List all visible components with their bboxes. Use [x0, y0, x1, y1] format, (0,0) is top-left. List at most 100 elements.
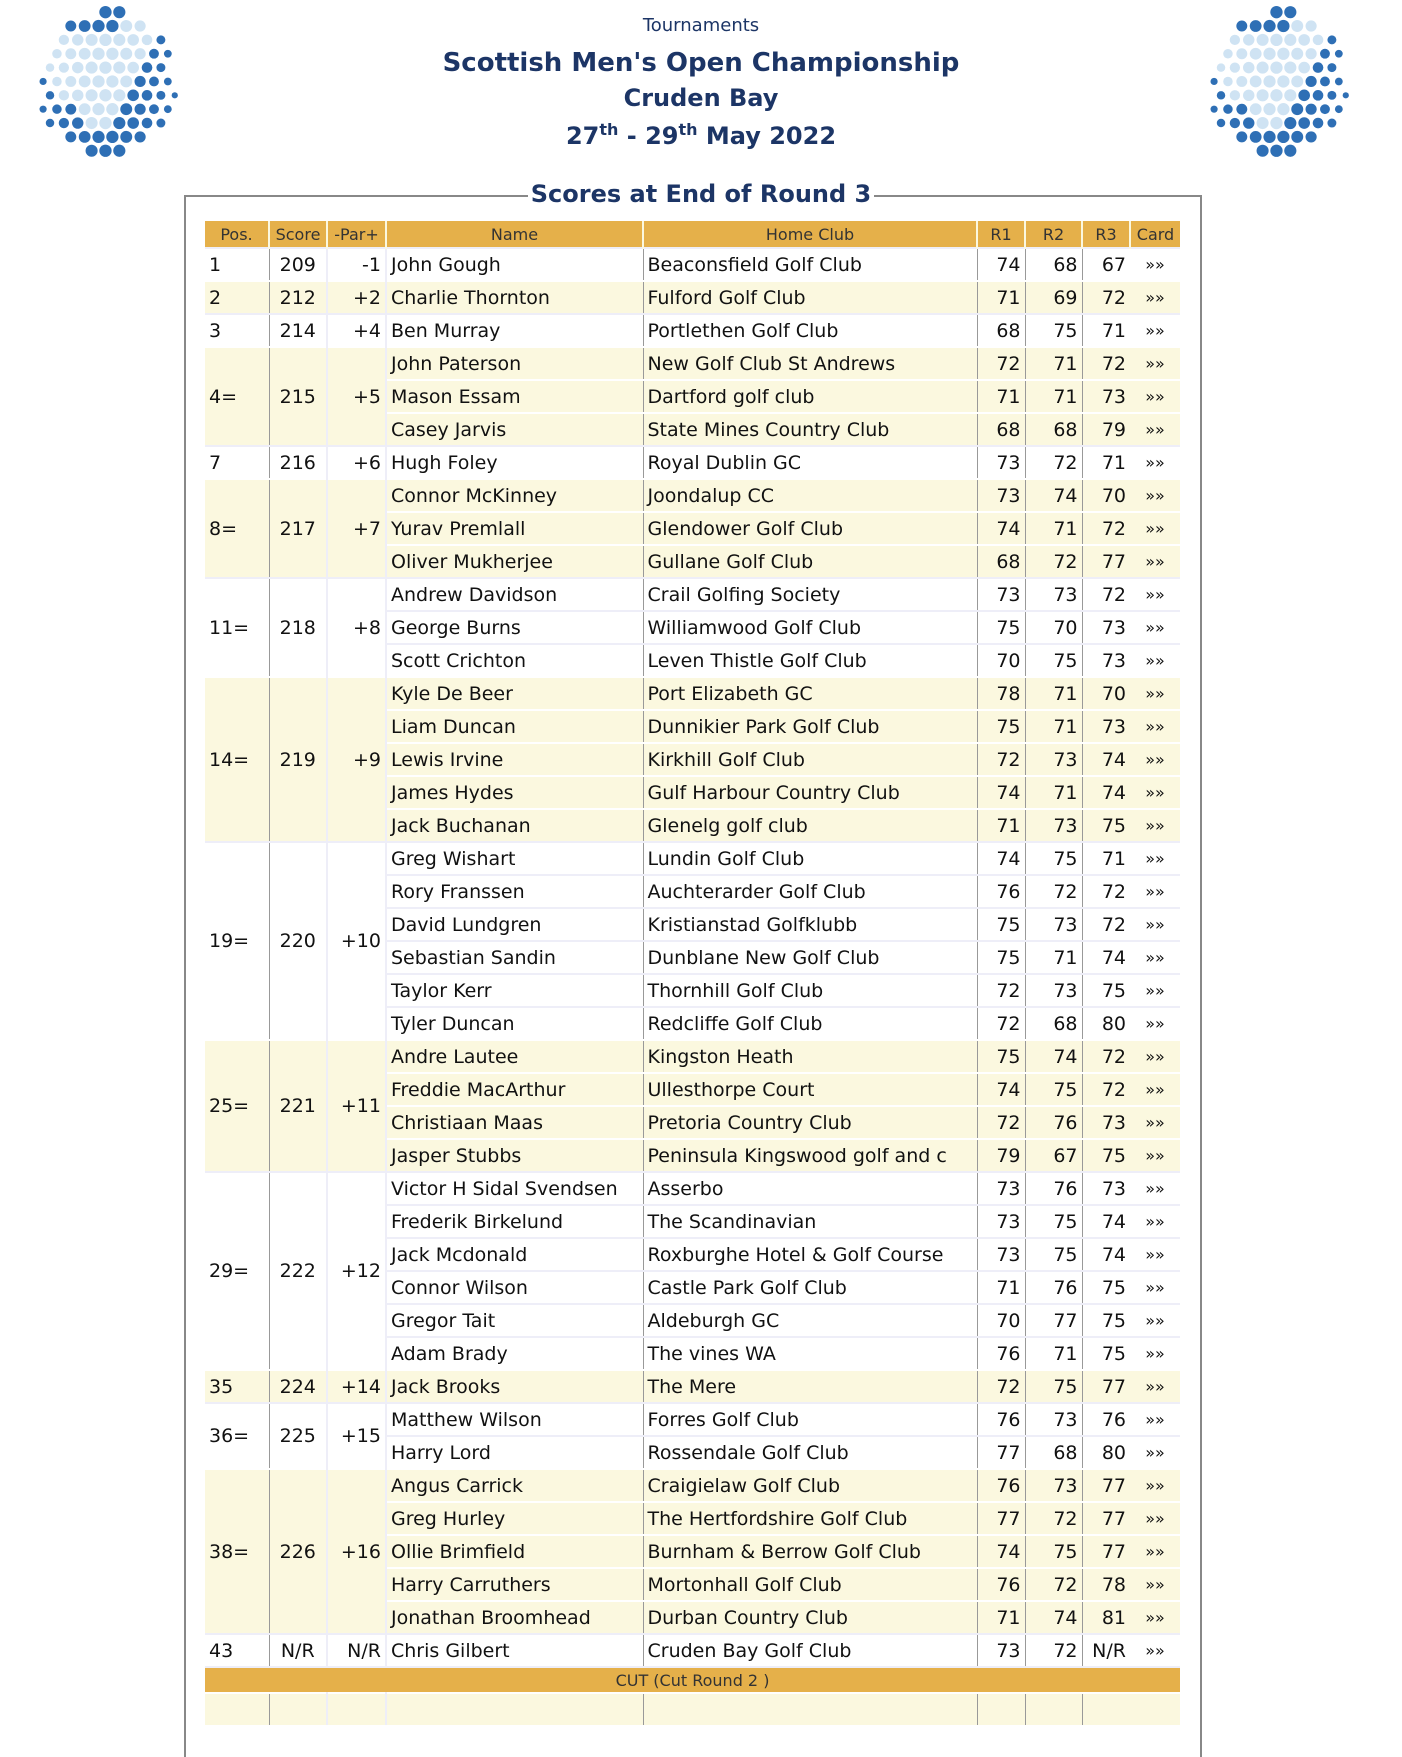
scorecard-link-icon[interactable]: »»	[1130, 1468, 1180, 1502]
player-name: Connor McKinney	[386, 478, 643, 512]
start-suffix: th	[599, 120, 619, 139]
home-club: Burnham & Berrow Golf Club	[642, 1534, 977, 1568]
scorecard-link-icon[interactable]: »»	[1130, 1336, 1180, 1370]
to-par: N/R	[327, 1633, 387, 1667]
scorecard-link-icon[interactable]: »»	[1130, 841, 1180, 875]
scorecard-link-icon[interactable]: »»	[1130, 1204, 1180, 1238]
scorecard-link-icon[interactable]: »»	[1130, 676, 1180, 710]
scorecard-link-icon[interactable]: »»	[1130, 1534, 1180, 1568]
round-3: 73	[1082, 1105, 1130, 1139]
scorecard-link-icon[interactable]: »»	[1130, 907, 1180, 941]
col-header-r3[interactable]: R3	[1081, 221, 1130, 248]
round-3: 67	[1082, 247, 1130, 281]
table-row: George Burns Williamwood Golf Club 75 70 73»…	[205, 610, 1180, 644]
table-row: 36= 225 +15 Matthew Wilson Forres Golf Club 7…	[205, 1402, 1180, 1469]
round-1: 76	[976, 1402, 1026, 1436]
scorecard-link-icon[interactable]: »»	[1130, 1039, 1180, 1073]
scorecard-link-icon[interactable]: »»	[1130, 1270, 1180, 1304]
scorecard-link-icon[interactable]: »»	[1130, 412, 1180, 446]
scorecard-link-icon[interactable]: »»	[1130, 940, 1180, 974]
scorecard-link-icon[interactable]: »»	[1130, 1633, 1180, 1667]
scorecard-link-icon[interactable]: »»	[1130, 445, 1180, 479]
to-par: +5	[327, 346, 387, 446]
scorecard-link-icon[interactable]: »»	[1130, 1435, 1180, 1469]
round-3: 78	[1082, 1567, 1130, 1601]
to-par: +2	[327, 280, 387, 314]
col-header-r1[interactable]: R1	[976, 221, 1025, 248]
scorecard-link-icon[interactable]: »»	[1130, 973, 1180, 1007]
scorecard-link-icon[interactable]: »»	[1130, 346, 1180, 380]
col-header-pos[interactable]: Pos.	[205, 221, 269, 248]
scorecard-link-icon[interactable]: »»	[1130, 610, 1180, 644]
scorecard-link-icon[interactable]: »»	[1130, 1567, 1180, 1601]
scorecard-link-icon[interactable]: »»	[1130, 742, 1180, 776]
scorecard-link-icon[interactable]: »»	[1130, 280, 1180, 314]
home-club: The Mere	[642, 1369, 977, 1403]
player-name: Andre Lautee	[386, 1039, 643, 1073]
table-row: Jack Mcdonald Roxburghe Hotel & Golf Cour…	[205, 1237, 1180, 1271]
scorecard-link-icon[interactable]: »»	[1130, 1105, 1180, 1139]
scorecard-link-icon[interactable]: »»	[1130, 709, 1180, 743]
home-club: Forres Golf Club	[642, 1402, 977, 1436]
round-1: 71	[976, 280, 1026, 314]
round-3: 72	[1082, 346, 1130, 380]
round-3: 77	[1082, 1369, 1130, 1403]
player-name: Matthew Wilson	[386, 1402, 643, 1436]
round-2: 68	[1025, 247, 1083, 281]
scorecard-link-icon[interactable]: »»	[1130, 379, 1180, 413]
round-2: 74	[1025, 478, 1083, 512]
to-par: +10	[327, 841, 387, 1040]
round-1: 71	[976, 379, 1026, 413]
player-name: Lewis Irvine	[386, 742, 643, 776]
scorecard-link-icon[interactable]: »»	[1130, 1303, 1180, 1337]
scorecard-link-icon[interactable]: »»	[1130, 1171, 1180, 1205]
col-header-par[interactable]: -Par+	[326, 221, 386, 248]
table-row	[205, 1692, 1180, 1725]
home-club: Gulf Harbour Country Club	[642, 775, 977, 809]
breadcrumb-tournaments[interactable]: Tournaments	[642, 15, 760, 36]
scorecard-link-icon[interactable]: »»	[1130, 1138, 1180, 1172]
scorecard-link-icon[interactable]: »»	[1130, 1501, 1180, 1535]
total-score: 225	[269, 1402, 328, 1469]
col-header-home-club[interactable]: Home Club	[642, 221, 977, 248]
round-3: 74	[1082, 1204, 1130, 1238]
scorecard-link-icon[interactable]: »»	[1130, 1600, 1180, 1634]
scorecard-link-icon[interactable]: »»	[1130, 544, 1180, 578]
col-header-card[interactable]: Card	[1129, 221, 1180, 248]
round-2: 74	[1025, 1600, 1083, 1634]
scorecard-link-icon[interactable]: »»	[1130, 1072, 1180, 1106]
col-header-r2[interactable]: R2	[1024, 221, 1082, 248]
scorecard-link-icon[interactable]: »»	[1130, 643, 1180, 677]
scorecard-link-icon[interactable]: »»	[1130, 247, 1180, 281]
player-name: Jack Mcdonald	[386, 1237, 643, 1271]
round-3: 77	[1082, 1468, 1130, 1502]
round-2: 75	[1025, 1369, 1083, 1403]
round-3: 73	[1082, 1171, 1130, 1205]
total-score: 209	[269, 247, 328, 281]
scorecard-link-icon[interactable]: »»	[1130, 577, 1180, 611]
scorecard-link-icon[interactable]: »»	[1130, 775, 1180, 809]
table-row: Casey Jarvis State Mines Country Club 68 68…	[205, 412, 1180, 446]
player-name: Taylor Kerr	[386, 973, 643, 1007]
col-header-score[interactable]: Score	[268, 221, 327, 248]
scorecard-link-icon[interactable]: »»	[1130, 874, 1180, 908]
scorecard-link-icon[interactable]: »»	[1130, 478, 1180, 512]
scorecard-link-icon[interactable]: »»	[1130, 1006, 1180, 1040]
position: 1	[205, 247, 270, 281]
position: 8=	[205, 478, 270, 578]
scorecard-link-icon[interactable]: »»	[1130, 511, 1180, 545]
scorecard-link-icon[interactable]: »»	[1130, 808, 1180, 842]
player-name: Freddie MacArthur	[386, 1072, 643, 1106]
home-club: Glendower Golf Club	[642, 511, 977, 545]
player-name: Connor Wilson	[386, 1270, 643, 1304]
scorecard-link-icon[interactable]: »»	[1130, 1402, 1180, 1436]
scorecard-link-icon[interactable]: »»	[1130, 1237, 1180, 1271]
scorecard-link-icon[interactable]: »»	[1130, 1369, 1180, 1403]
position: 11=	[205, 577, 270, 677]
home-club: Crail Golfing Society	[642, 577, 977, 611]
scorecard-link-icon[interactable]: »»	[1130, 313, 1180, 347]
round-3: 72	[1082, 280, 1130, 314]
round-3: 71	[1082, 313, 1130, 347]
col-header-name[interactable]: Name	[385, 221, 643, 248]
